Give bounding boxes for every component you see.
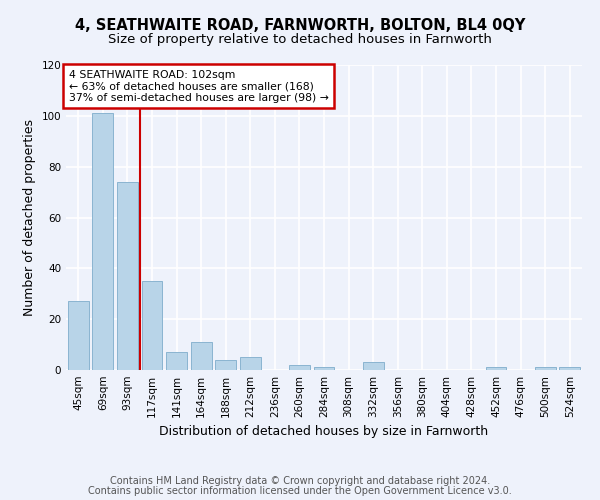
Bar: [559, 368, 580, 370]
Text: Size of property relative to detached houses in Farnworth: Size of property relative to detached ho…: [108, 32, 492, 46]
Text: 4 SEATHWAITE ROAD: 102sqm
← 63% of detached houses are smaller (168)
37% of semi: 4 SEATHWAITE ROAD: 102sqm ← 63% of detac…: [68, 70, 328, 103]
Bar: [92, 114, 113, 370]
Bar: [535, 368, 556, 370]
Bar: [289, 365, 310, 370]
Bar: [240, 358, 261, 370]
Bar: [314, 368, 334, 370]
Bar: [166, 352, 187, 370]
Bar: [68, 302, 89, 370]
Bar: [215, 360, 236, 370]
Bar: [362, 362, 383, 370]
X-axis label: Distribution of detached houses by size in Farnworth: Distribution of detached houses by size …: [160, 426, 488, 438]
Bar: [142, 281, 163, 370]
Bar: [485, 368, 506, 370]
Bar: [117, 182, 138, 370]
Y-axis label: Number of detached properties: Number of detached properties: [23, 119, 36, 316]
Bar: [191, 342, 212, 370]
Text: 4, SEATHWAITE ROAD, FARNWORTH, BOLTON, BL4 0QY: 4, SEATHWAITE ROAD, FARNWORTH, BOLTON, B…: [75, 18, 525, 32]
Text: Contains public sector information licensed under the Open Government Licence v3: Contains public sector information licen…: [88, 486, 512, 496]
Text: Contains HM Land Registry data © Crown copyright and database right 2024.: Contains HM Land Registry data © Crown c…: [110, 476, 490, 486]
